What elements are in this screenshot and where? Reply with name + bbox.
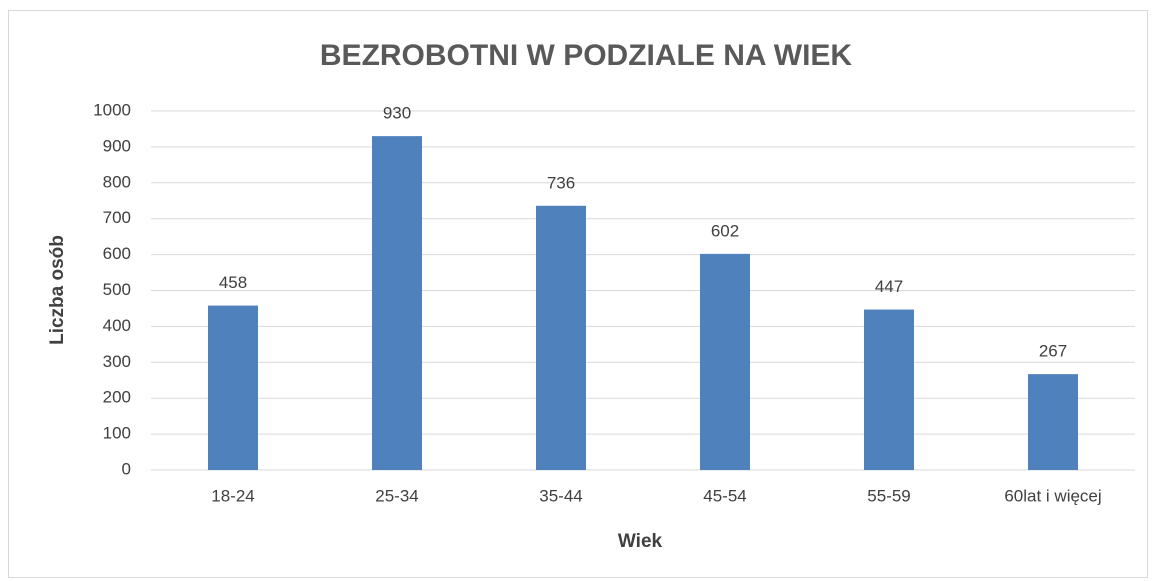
x-tick-label: 55-59 xyxy=(867,486,910,505)
x-tick-label: 18-24 xyxy=(211,486,254,505)
y-tick-label: 900 xyxy=(103,136,131,155)
y-tick-label: 400 xyxy=(103,316,131,335)
data-label: 267 xyxy=(1039,342,1067,361)
chart-title: BEZROBOTNI W PODZIALE NA WIEK xyxy=(320,39,853,72)
y-axis-label: Liczba osób xyxy=(47,235,68,345)
y-tick-label: 300 xyxy=(103,352,131,371)
y-tick-label: 800 xyxy=(103,172,131,191)
bar xyxy=(1028,374,1078,470)
y-tick-label: 0 xyxy=(122,459,131,478)
x-axis-label: Wiek xyxy=(618,531,663,552)
y-tick-label: 100 xyxy=(103,424,131,443)
data-label: 447 xyxy=(875,277,903,296)
bar xyxy=(864,309,914,470)
bar xyxy=(536,205,586,470)
y-tick-label: 200 xyxy=(103,388,131,407)
bar xyxy=(208,305,258,470)
y-tick-label: 500 xyxy=(103,280,131,299)
data-label: 458 xyxy=(219,273,247,292)
y-tick-label: 1000 xyxy=(93,100,131,119)
y-tick-label: 600 xyxy=(103,244,131,263)
x-tick-label: 35-44 xyxy=(539,486,582,505)
x-tick-label: 25-34 xyxy=(375,486,418,505)
x-tick-label: 45-54 xyxy=(703,486,746,505)
data-label: 602 xyxy=(711,221,739,240)
bar xyxy=(700,253,750,470)
data-label: 736 xyxy=(547,173,575,192)
x-tick-label: 60lat i więcej xyxy=(1004,486,1101,505)
y-tick-label: 700 xyxy=(103,208,131,227)
data-label: 930 xyxy=(383,104,411,123)
bar xyxy=(372,136,422,470)
